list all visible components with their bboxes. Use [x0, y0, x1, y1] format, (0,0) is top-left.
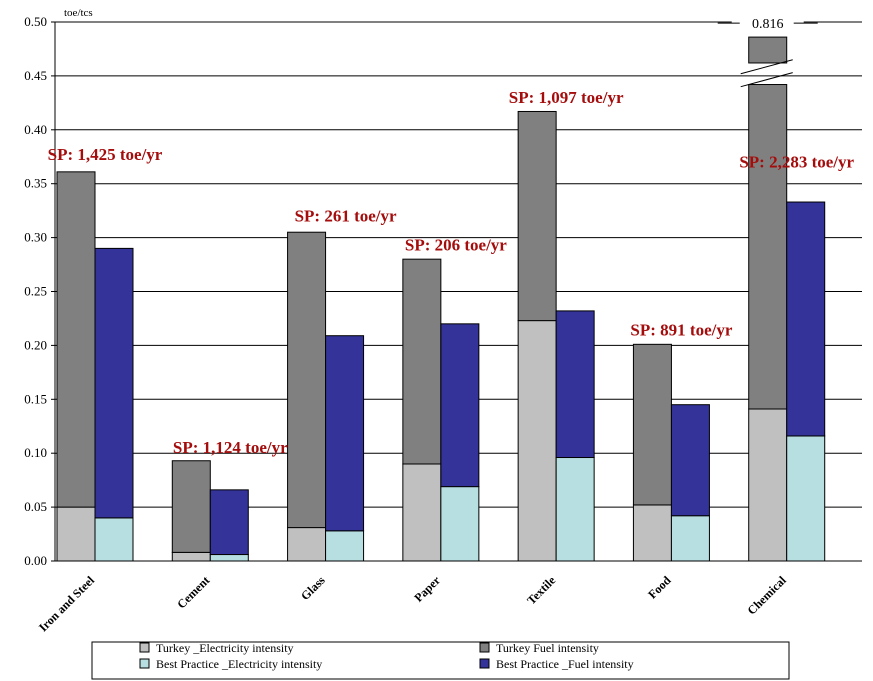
- bar-bestpractice-electricity: [555, 457, 595, 562]
- sp-annotation: SP: 891 toe/yr: [630, 321, 732, 340]
- y-tick-label: 0.30: [24, 230, 47, 245]
- sp-annotations: SP: 1,425 toe/yr SP: 1,124 toe/yr SP: 261 …: [48, 88, 855, 457]
- sp-annotation: SP: 206 toe/yr: [405, 236, 507, 255]
- bar-turkey-fuel: [517, 110, 557, 322]
- bar-bestpractice-fuel: [555, 310, 595, 459]
- bar-bestpractice-fuel: [209, 489, 249, 556]
- bar-turkey-fuel: [632, 343, 672, 506]
- legend: Turkey _Electricity intensity Turkey Fuel…: [91, 641, 790, 680]
- bar-turkey-electricity: [287, 527, 327, 562]
- y-tick-label: 0.20: [24, 337, 47, 352]
- bar-turkey-electricity: [632, 504, 672, 562]
- bar-bestpractice-electricity: [440, 486, 480, 562]
- legend-swatch: [139, 642, 150, 653]
- sp-annotation: SP: 1,097 toe/yr: [509, 88, 624, 107]
- x-category-label: Textile: [524, 573, 559, 608]
- legend-box: [91, 641, 790, 680]
- bar-turkey-fuel: [402, 258, 442, 465]
- bar-turkey-fuel-top-segment: [748, 36, 788, 64]
- y-tick-label: 0.45: [24, 68, 47, 83]
- break-label-bg: [731, 9, 804, 26]
- axis-break-marker: 0.816: [717, 9, 818, 88]
- y-tick-label: 0.00: [24, 553, 47, 568]
- bar-bestpractice-electricity: [786, 435, 826, 562]
- x-category-label: Iron and Steel: [36, 573, 98, 635]
- break-slash: [740, 59, 793, 75]
- y-tick-label: 0.05: [24, 499, 47, 514]
- bar-turkey-electricity: [171, 551, 211, 562]
- bar-bestpractice-fuel: [94, 247, 134, 519]
- bar-bestpractice-fuel: [786, 201, 826, 437]
- sp-annotation: SP: 261 toe/yr: [295, 206, 397, 225]
- bar-bestpractice-fuel: [670, 404, 710, 517]
- break-total-label: 0.816: [752, 17, 784, 32]
- y-tick-label: 0.10: [24, 445, 47, 460]
- x-category-label: Glass: [298, 573, 328, 603]
- sp-annotation: SP: 1,425 toe/yr: [48, 145, 163, 164]
- bar-bestpractice-electricity: [670, 515, 710, 562]
- y-tick-label: 0.40: [24, 122, 47, 137]
- sp-annotation: SP: 1,124 toe/yr: [173, 438, 288, 457]
- legend-label: Turkey _Electricity intensity: [156, 641, 294, 655]
- bar-bestpractice-electricity: [94, 517, 134, 562]
- bars: [56, 84, 826, 562]
- y-tick-label: 0.50: [24, 14, 47, 29]
- bar-turkey-fuel: [287, 231, 327, 529]
- bar-turkey-fuel: [748, 84, 788, 410]
- y-axis-unit-label: toe/tcs: [64, 7, 93, 19]
- y-tick-label: 0.25: [24, 284, 47, 299]
- bar-turkey-fuel: [171, 460, 211, 553]
- x-category-label: Chemical: [745, 573, 790, 618]
- break-slash: [740, 72, 793, 88]
- y-tick-label: 0.35: [24, 176, 47, 191]
- legend-swatch: [479, 658, 490, 669]
- legend-label: Best Practice _Electricity intensity: [156, 657, 322, 671]
- legend-swatch: [139, 658, 150, 669]
- bar-bestpractice-electricity: [325, 530, 365, 562]
- bar-turkey-electricity: [402, 463, 442, 562]
- legend-swatch: [479, 642, 490, 653]
- bar-bestpractice-electricity: [209, 554, 249, 562]
- bar-turkey-electricity: [517, 320, 557, 562]
- bar-bestpractice-fuel: [325, 335, 365, 532]
- x-category-label: Paper: [411, 573, 443, 605]
- x-category-label: Food: [645, 573, 674, 602]
- legend-label: Best Practice _Fuel intensity: [496, 657, 634, 671]
- bar-turkey-fuel: [56, 171, 96, 508]
- bar-turkey-electricity: [56, 506, 96, 562]
- bar-bestpractice-fuel: [440, 323, 480, 488]
- y-tick-label: 0.15: [24, 391, 47, 406]
- x-category-label: Cement: [174, 573, 212, 611]
- legend-label: Turkey Fuel intensity: [496, 641, 599, 655]
- bar-turkey-electricity: [748, 408, 788, 562]
- sp-annotation: SP: 2,283 toe/yr: [739, 153, 854, 172]
